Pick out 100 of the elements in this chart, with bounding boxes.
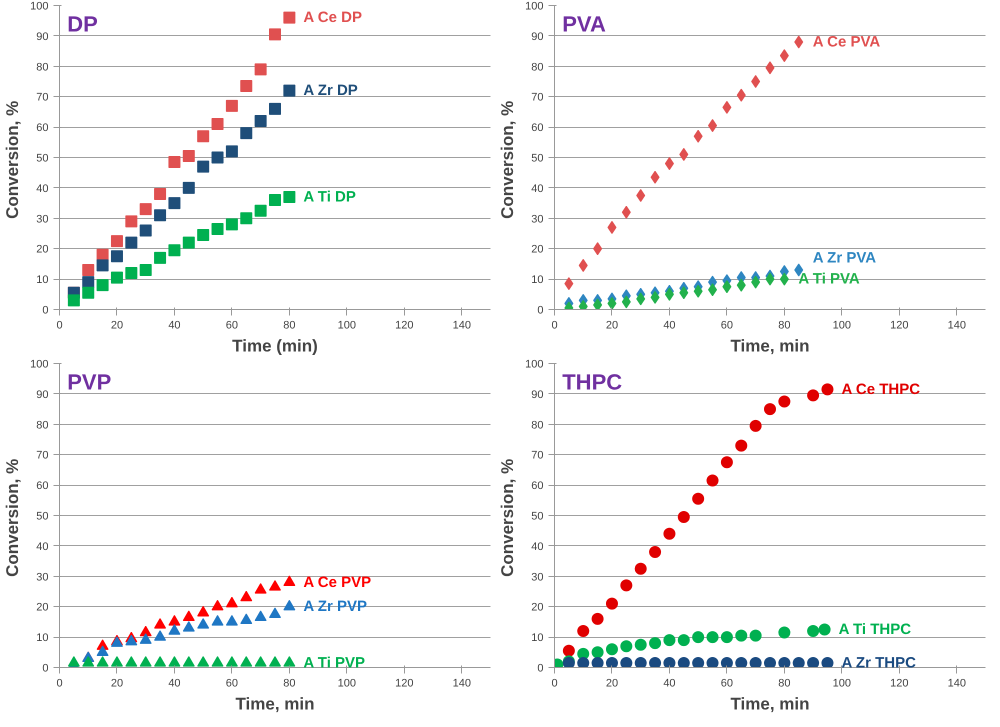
y-tick-label: 20 [531, 244, 544, 256]
x-tick-label: 100 [338, 320, 356, 332]
x-axis-title: Time, min [730, 694, 810, 714]
y-tick-label: 20 [36, 244, 49, 256]
y-tick-label: 80 [531, 419, 544, 432]
x-tick-label: 100 [832, 320, 852, 332]
x-tick-label: 40 [663, 678, 676, 690]
x-tick-label: 120 [395, 678, 414, 690]
x-tick-label: 0 [551, 320, 558, 332]
x-tick-label: 0 [56, 320, 63, 332]
y-tick-label: 90 [36, 388, 49, 401]
y-tick-label: 0 [42, 304, 49, 316]
y-tick-label: 0 [42, 662, 49, 674]
y-tick-label: 30 [531, 571, 544, 584]
x-tick-label: 60 [720, 678, 734, 690]
y-axis-title: Conversion, % [498, 100, 518, 219]
y-axis-title: Conversion, % [3, 458, 22, 577]
y-tick-label: 30 [36, 571, 49, 584]
x-tick-label: 140 [948, 320, 966, 332]
y-tick-label: 100 [525, 358, 544, 370]
series-label: A Ti THPC [838, 621, 912, 638]
y-tick-label: 60 [36, 480, 49, 492]
x-tick-label: 100 [832, 678, 852, 690]
y-tick-label: 80 [36, 61, 49, 74]
y-tick-label: 50 [36, 510, 49, 522]
x-tick-label: 0 [551, 678, 558, 690]
x-tick-label: 60 [226, 678, 238, 690]
y-tick-label: 100 [30, 0, 49, 12]
series-label: A Zr PVA [812, 249, 876, 266]
y-tick-label: 10 [531, 274, 544, 286]
y-tick-label: 80 [531, 61, 544, 74]
series-label: A Zr DP [303, 82, 358, 100]
x-tick-label: 140 [948, 678, 966, 690]
y-tick-label: 70 [36, 92, 49, 104]
y-tick-label: 10 [36, 274, 49, 286]
chart-title: PVP [67, 370, 112, 395]
x-tick-label: 60 [226, 320, 238, 332]
series-label: A Ti PVA [798, 270, 860, 288]
y-axis-title: Conversion, % [3, 100, 22, 219]
series-label: A Ce DP [303, 9, 362, 26]
x-axis-title: Time, min [730, 336, 810, 356]
y-tick-label: 40 [531, 540, 544, 553]
y-tick-label: 70 [531, 450, 544, 462]
x-tick-label: 40 [663, 320, 676, 332]
x-tick-label: 100 [338, 678, 356, 690]
x-tick-label: 60 [720, 320, 734, 332]
x-axis-title: Time, min [235, 694, 315, 714]
series-label: A Ce PVP [303, 574, 372, 591]
x-tick-label: 20 [606, 320, 618, 332]
y-tick-label: 70 [36, 450, 49, 462]
x-tick-label: 120 [395, 320, 414, 332]
y-axis-title: Conversion, % [498, 458, 518, 577]
x-tick-label: 40 [168, 678, 181, 690]
y-tick-label: 80 [36, 419, 49, 432]
series-label: A Ce PVA [812, 33, 880, 50]
series-label: A Ce THPC [841, 380, 920, 398]
chart-title: THPC [562, 370, 622, 395]
y-tick-label: 50 [531, 510, 544, 522]
y-tick-label: 90 [531, 30, 544, 43]
x-tick-label: 80 [778, 320, 790, 332]
x-tick-label: 120 [890, 320, 908, 332]
x-tick-label: 140 [452, 320, 471, 332]
y-tick-label: 50 [531, 152, 544, 164]
y-tick-label: 20 [531, 602, 544, 614]
y-tick-label: 0 [537, 304, 544, 316]
y-tick-label: 40 [531, 182, 544, 195]
x-tick-label: 80 [283, 678, 296, 690]
y-tick-label: 90 [531, 388, 544, 401]
chart-title: PVA [562, 12, 606, 37]
x-tick-label: 20 [606, 678, 618, 690]
series-label: A Zr THPC [841, 654, 916, 672]
x-tick-label: 20 [110, 678, 124, 690]
series-label: A Zr PVP [303, 598, 368, 616]
y-tick-label: 10 [36, 632, 49, 644]
y-tick-label: 20 [36, 602, 49, 614]
series-label: A Ti DP [303, 188, 356, 206]
x-tick-label: 20 [110, 320, 124, 332]
y-tick-label: 0 [537, 662, 544, 674]
y-tick-label: 30 [36, 213, 49, 226]
y-tick-label: 30 [531, 213, 544, 226]
y-tick-label: 60 [36, 122, 49, 134]
x-tick-label: 140 [452, 678, 471, 690]
y-tick-label: 90 [36, 30, 49, 43]
x-tick-label: 80 [778, 678, 790, 690]
y-tick-label: 40 [36, 182, 49, 195]
x-tick-label: 120 [890, 678, 908, 690]
x-tick-label: 40 [168, 320, 181, 332]
y-tick-label: 100 [525, 0, 544, 12]
y-tick-label: 10 [531, 632, 544, 644]
y-tick-label: 40 [36, 540, 49, 553]
y-tick-label: 60 [531, 122, 544, 134]
x-tick-label: 80 [283, 320, 296, 332]
x-tick-label: 0 [56, 678, 63, 690]
x-axis-title: Time (min) [232, 336, 318, 356]
y-tick-label: 100 [30, 358, 49, 370]
series-label: A Ti PVP [303, 654, 366, 672]
y-tick-label: 50 [36, 152, 49, 164]
y-tick-label: 60 [531, 480, 544, 492]
y-tick-label: 70 [531, 92, 544, 104]
chart-title: DP [67, 12, 98, 37]
